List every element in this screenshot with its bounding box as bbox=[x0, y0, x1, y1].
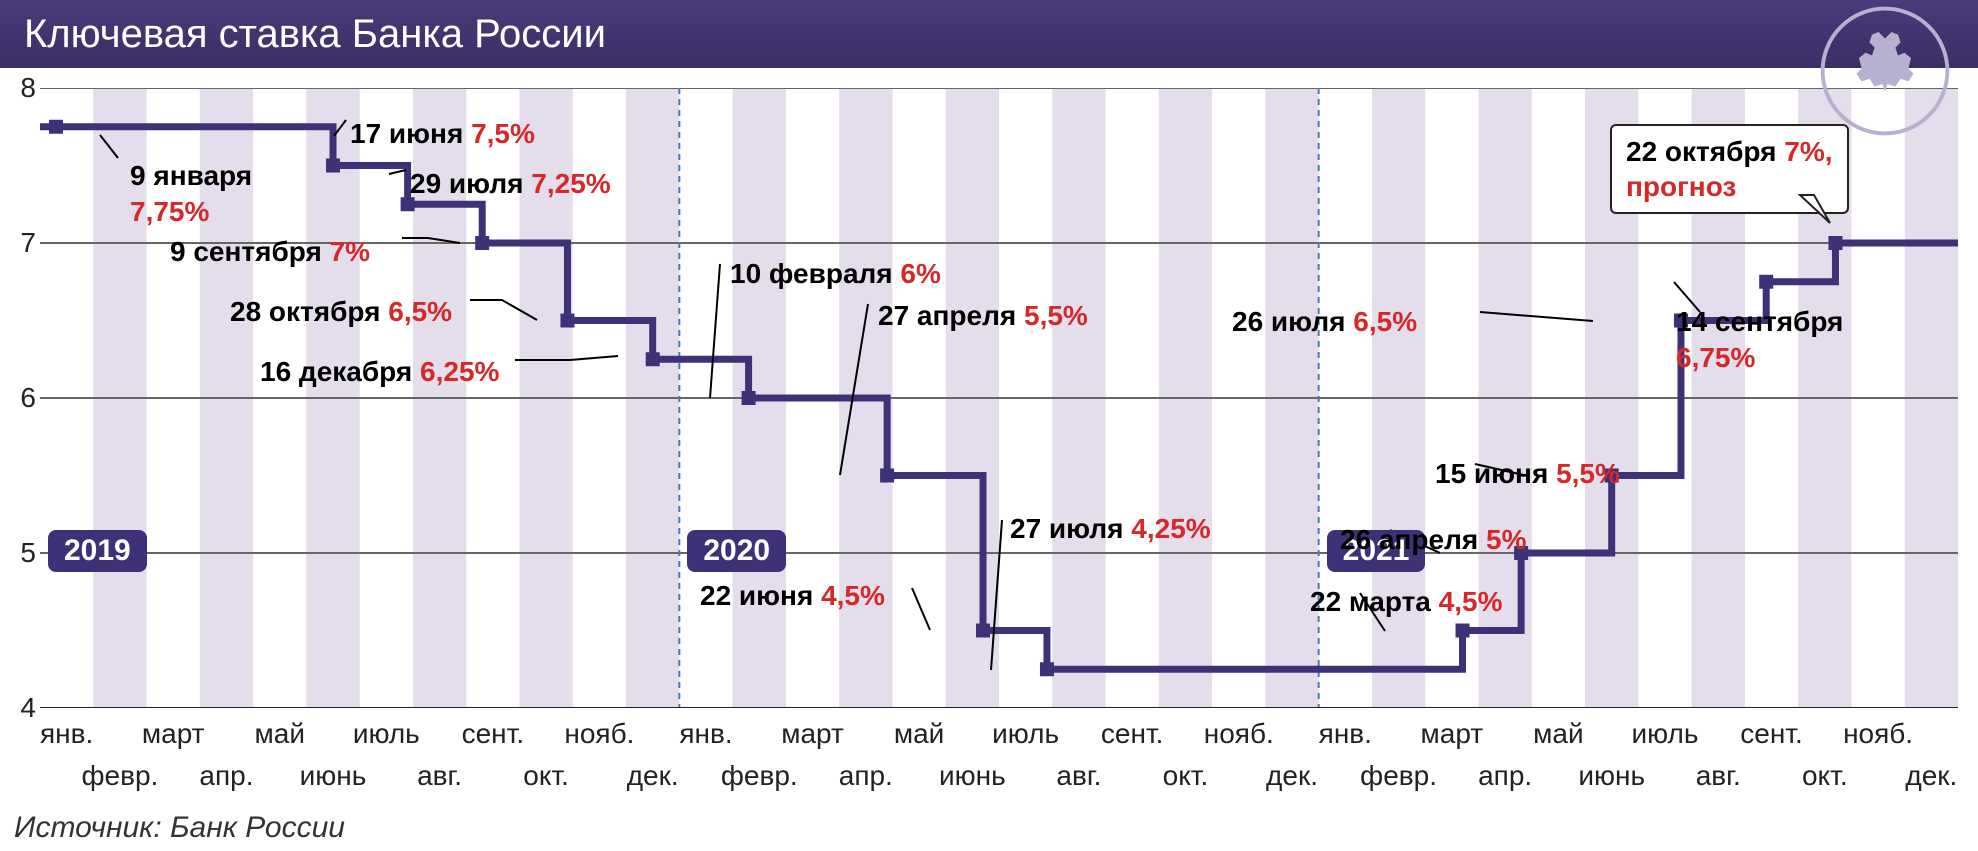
rate-label: 22 июня 4,5% bbox=[700, 580, 885, 612]
rate-label: 9 сентября 7% bbox=[170, 236, 370, 268]
x-month-label: дек. bbox=[627, 760, 679, 792]
x-month-label: июль bbox=[353, 718, 420, 750]
rate-label: 29 июля 7,25% bbox=[410, 168, 611, 200]
y-tick-label: 7 bbox=[20, 227, 36, 259]
x-month-label: нояб. bbox=[564, 718, 634, 750]
x-axis-bottom-row: февр. апр. июнь авг. окт. дек. февр. апр. июнь ав… bbox=[40, 760, 1958, 796]
x-month-label: янв. bbox=[40, 718, 93, 750]
rate-value-label: 7,75% bbox=[130, 196, 209, 228]
x-month-label: окт. bbox=[1163, 760, 1209, 792]
x-month-label: авг. bbox=[1056, 760, 1101, 792]
rate-label: 16 декабря 6,25% bbox=[260, 356, 499, 388]
rate-label: 15 июня 5,5% bbox=[1435, 458, 1620, 490]
x-month-label: сент. bbox=[1101, 718, 1164, 750]
header-bar: Ключевая ставка Банка России bbox=[0, 0, 1978, 68]
x-month-label: апр. bbox=[1478, 760, 1532, 792]
cbr-emblem-icon bbox=[1820, 6, 1950, 136]
rate-label: 26 июля 6,5% bbox=[1232, 306, 1417, 338]
x-month-label: авг. bbox=[1696, 760, 1741, 792]
x-month-label: февр. bbox=[81, 760, 158, 792]
x-month-label: июль bbox=[1631, 718, 1698, 750]
x-month-label: май bbox=[1533, 718, 1583, 750]
x-month-label: июнь bbox=[939, 760, 1006, 792]
x-month-label: окт. bbox=[1802, 760, 1848, 792]
x-month-label: дек. bbox=[1905, 760, 1957, 792]
source-text: Источник: Банк России bbox=[14, 811, 345, 845]
y-tick-label: 5 bbox=[20, 537, 36, 569]
x-month-label: сент. bbox=[462, 718, 525, 750]
y-tick-label: 4 bbox=[20, 692, 36, 724]
x-axis-top-row: янв. март май июль сент. нояб. янв. март май июль… bbox=[40, 718, 1958, 754]
rate-date-label: 9 января bbox=[130, 160, 252, 192]
y-tick-label: 6 bbox=[20, 382, 36, 414]
x-month-label: май bbox=[894, 718, 944, 750]
rate-label: 22 марта 4,5% bbox=[1310, 586, 1502, 618]
x-month-label: июнь bbox=[300, 760, 367, 792]
y-tick-label: 8 bbox=[20, 72, 36, 104]
rate-label: 27 апреля 5,5% bbox=[878, 300, 1088, 332]
rate-value-label: 6,75% bbox=[1676, 342, 1755, 374]
x-month-label: апр. bbox=[839, 760, 893, 792]
x-month-label: дек. bbox=[1266, 760, 1318, 792]
year-pill: 2020 bbox=[687, 530, 786, 572]
rate-label: 26 апреля 5% bbox=[1340, 524, 1526, 556]
x-month-label: нояб. bbox=[1204, 718, 1274, 750]
chart-title: Ключевая ставка Банка России bbox=[24, 12, 606, 57]
x-month-label: июнь bbox=[1578, 760, 1645, 792]
x-month-label: март bbox=[1421, 718, 1484, 750]
x-month-label: апр. bbox=[199, 760, 253, 792]
x-month-label: май bbox=[255, 718, 305, 750]
x-month-label: март bbox=[781, 718, 844, 750]
rate-label: 17 июня 7,5% bbox=[350, 118, 535, 150]
rate-label: 10 февраля 6% bbox=[730, 258, 941, 290]
x-month-label: авг. bbox=[417, 760, 462, 792]
chart-container: Ключевая ставка Банка России янв. март май… bbox=[0, 0, 1978, 851]
x-month-label: сент. bbox=[1740, 718, 1803, 750]
x-month-label: янв. bbox=[1319, 718, 1372, 750]
x-month-label: нояб. bbox=[1843, 718, 1913, 750]
x-month-label: март bbox=[142, 718, 205, 750]
rate-date-label: 14 сентября bbox=[1676, 306, 1843, 338]
x-month-label: февр. bbox=[721, 760, 798, 792]
rate-label: 28 октября 6,5% bbox=[230, 296, 452, 328]
year-pill: 2019 bbox=[48, 530, 147, 572]
x-month-label: июль bbox=[992, 718, 1059, 750]
x-month-label: окт. bbox=[523, 760, 569, 792]
x-month-label: янв. bbox=[679, 718, 732, 750]
x-month-label: февр. bbox=[1360, 760, 1437, 792]
rate-label: 27 июля 4,25% bbox=[1010, 513, 1211, 545]
